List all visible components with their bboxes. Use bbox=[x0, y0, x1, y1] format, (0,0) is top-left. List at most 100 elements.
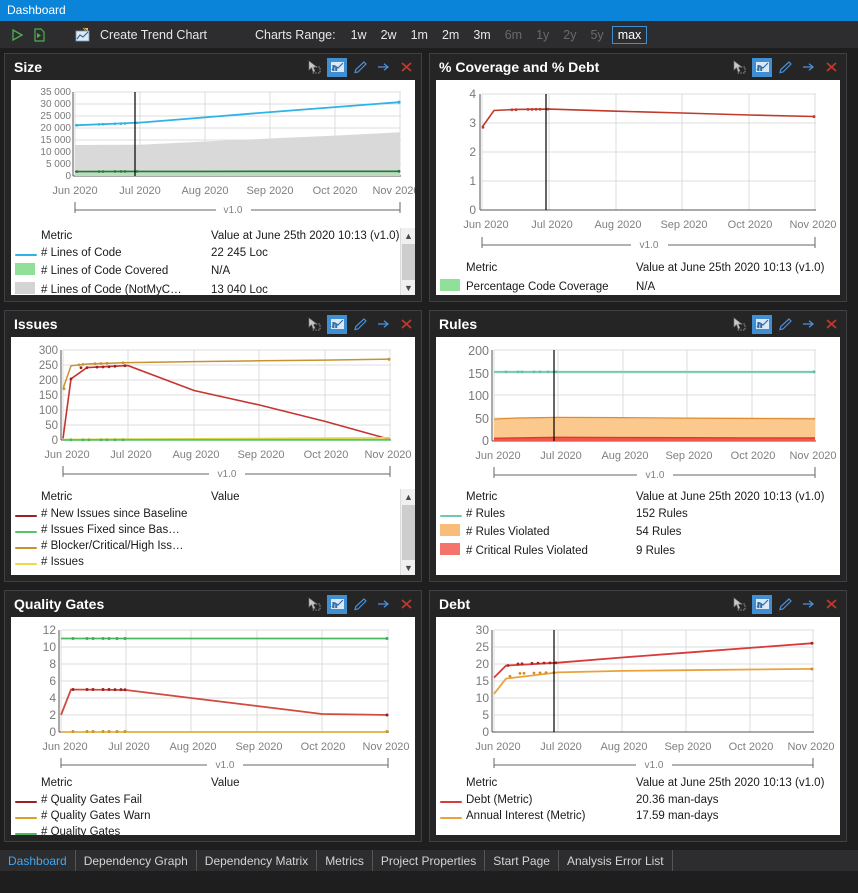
chart-toggle-icon[interactable] bbox=[327, 314, 347, 334]
legend-row[interactable]: Percentage Code Coverage N/A bbox=[436, 277, 840, 295]
panel-issues-header: Issues bbox=[5, 311, 421, 337]
arrow-goto-icon[interactable] bbox=[798, 58, 818, 77]
scroll-down-icon[interactable]: ▼ bbox=[401, 560, 415, 575]
create-trend-chart-button[interactable]: Create Trend Chart bbox=[72, 24, 207, 46]
close-x-icon[interactable] bbox=[821, 315, 841, 334]
legend-row[interactable]: # Issues bbox=[11, 554, 415, 570]
svg-text:20: 20 bbox=[476, 657, 490, 671]
arrow-goto-icon[interactable] bbox=[373, 58, 393, 77]
range-button-1w[interactable]: 1w bbox=[350, 27, 367, 42]
panel-coverage-debt-header: % Coverage and % Debt bbox=[430, 54, 846, 80]
legend-metric-value: N/A bbox=[636, 280, 656, 293]
legend-swatch bbox=[15, 800, 37, 803]
legend-swatch bbox=[440, 524, 460, 536]
legend-row[interactable]: # New Issues since Baseline bbox=[11, 506, 415, 522]
chart-toggle-icon[interactable] bbox=[752, 57, 772, 77]
svg-text:Jun 2020: Jun 2020 bbox=[475, 450, 520, 462]
arrow-goto-icon[interactable] bbox=[798, 315, 818, 334]
legend-row[interactable]: # Blocker/Critical/High Iss… bbox=[11, 538, 415, 554]
legend-metric-value: 17.59 man-days bbox=[636, 810, 719, 822]
cursor-select-icon[interactable] bbox=[304, 595, 324, 614]
tab-project-properties[interactable]: Project Properties bbox=[373, 850, 486, 871]
legend-metric-value bbox=[211, 792, 415, 808]
cursor-select-icon[interactable] bbox=[729, 315, 749, 334]
chart-coverage-debt[interactable]: 4 3 2 1 0 Jun 2020 Jul 2020 bbox=[436, 80, 840, 260]
legend-scrollbar[interactable]: ▲ ▼ bbox=[400, 489, 415, 575]
range-button-max[interactable]: max bbox=[611, 25, 648, 44]
play-icon[interactable] bbox=[6, 24, 28, 46]
chart-quality-gates[interactable]: 12 10 8 6 4 2 0 bbox=[11, 617, 415, 775]
pencil-edit-icon[interactable] bbox=[350, 315, 370, 334]
range-button-1y: 1y bbox=[536, 27, 550, 42]
tab-dependency-graph[interactable]: Dependency Graph bbox=[76, 850, 197, 871]
close-x-icon[interactable] bbox=[821, 58, 841, 77]
tab-dashboard[interactable]: Dashboard bbox=[0, 850, 76, 871]
cursor-select-icon[interactable] bbox=[304, 58, 324, 77]
range-button-2m[interactable]: 2m bbox=[441, 27, 460, 42]
scroll-down-icon[interactable]: ▼ bbox=[401, 280, 415, 295]
svg-text:Sep 2020: Sep 2020 bbox=[237, 449, 284, 461]
chart-toggle-icon[interactable] bbox=[752, 594, 772, 614]
close-x-icon[interactable] bbox=[821, 595, 841, 614]
chart-toggle-icon[interactable] bbox=[327, 57, 347, 77]
legend-swatch bbox=[440, 816, 462, 819]
range-button-2w[interactable]: 2w bbox=[380, 27, 397, 42]
legend-swatch bbox=[15, 546, 37, 549]
legend-row[interactable]: # Lines of Code (NotMyC… 13 040 Loc bbox=[11, 280, 415, 295]
svg-text:15: 15 bbox=[476, 674, 490, 688]
close-x-icon[interactable] bbox=[396, 315, 416, 334]
range-button-3m[interactable]: 3m bbox=[473, 27, 491, 42]
close-x-icon[interactable] bbox=[396, 595, 416, 614]
legend-scrollbar[interactable]: ▲ ▼ bbox=[400, 228, 415, 295]
chart-toggle-icon[interactable] bbox=[327, 594, 347, 614]
range-button-1m[interactable]: 1m bbox=[410, 27, 428, 42]
panel-size: Size bbox=[4, 53, 422, 302]
cursor-select-icon[interactable] bbox=[304, 315, 324, 334]
arrow-goto-icon[interactable] bbox=[373, 595, 393, 614]
svg-text:150: 150 bbox=[468, 367, 489, 381]
svg-text:300: 300 bbox=[39, 345, 58, 357]
chart-debt[interactable]: 30 25 20 15 10 5 0 bbox=[436, 617, 840, 775]
cursor-select-icon[interactable] bbox=[729, 595, 749, 614]
legend-metric-value: 152 Rules bbox=[636, 508, 688, 520]
legend-row[interactable]: # Quality Gates bbox=[11, 824, 415, 835]
cursor-select-icon[interactable] bbox=[729, 58, 749, 77]
chart-toggle-icon[interactable] bbox=[752, 314, 772, 334]
scroll-thumb[interactable] bbox=[402, 505, 415, 561]
pencil-edit-icon[interactable] bbox=[775, 58, 795, 77]
legend-row[interactable]: # Quality Gates Warn bbox=[11, 808, 415, 824]
pencil-edit-icon[interactable] bbox=[775, 595, 795, 614]
tab-metrics[interactable]: Metrics bbox=[317, 850, 373, 871]
close-x-icon[interactable] bbox=[396, 58, 416, 77]
pencil-edit-icon[interactable] bbox=[350, 58, 370, 77]
svg-text:Nov 2020: Nov 2020 bbox=[789, 450, 836, 462]
legend-quality-gates: Metric Value # Quality Gates Fail # Qual… bbox=[11, 775, 415, 835]
tab-start-page[interactable]: Start Page bbox=[485, 850, 559, 871]
legend-row[interactable]: Debt (Metric) 20.36 man-days bbox=[436, 792, 840, 808]
scroll-up-icon[interactable]: ▲ bbox=[401, 228, 415, 243]
svg-text:8: 8 bbox=[49, 657, 56, 671]
legend-row[interactable]: # Critical Rules Violated 9 Rules bbox=[436, 541, 840, 560]
chart-size[interactable]: 35 000 30 000 25 000 20 000 15 000 10 000 5… bbox=[11, 80, 415, 228]
run-export-icon[interactable] bbox=[28, 24, 50, 46]
legend-metric-name: # Lines of Code (NotMyC… bbox=[41, 283, 182, 296]
legend-row[interactable]: # Lines of Code 22 245 Loc bbox=[11, 245, 415, 261]
legend-swatch bbox=[15, 562, 37, 565]
svg-text:250: 250 bbox=[39, 360, 58, 372]
tab-analysis-error-list[interactable]: Analysis Error List bbox=[559, 850, 673, 871]
pencil-edit-icon[interactable] bbox=[775, 315, 795, 334]
legend-row[interactable]: # Rules Violated 54 Rules bbox=[436, 522, 840, 541]
arrow-goto-icon[interactable] bbox=[798, 595, 818, 614]
legend-row[interactable]: # Quality Gates Fail bbox=[11, 792, 415, 808]
scroll-up-icon[interactable]: ▲ bbox=[401, 489, 415, 504]
chart-rules[interactable]: 200 150 100 50 0 bbox=[436, 337, 840, 489]
arrow-goto-icon[interactable] bbox=[373, 315, 393, 334]
legend-row[interactable]: # Rules 152 Rules bbox=[436, 506, 840, 522]
svg-text:Aug 2020: Aug 2020 bbox=[594, 219, 641, 231]
legend-row[interactable]: # Lines of Code Covered N/A bbox=[11, 261, 415, 280]
legend-row[interactable]: # Issues Fixed since Bas… bbox=[11, 522, 415, 538]
tab-dependency-matrix[interactable]: Dependency Matrix bbox=[197, 850, 318, 871]
pencil-edit-icon[interactable] bbox=[350, 595, 370, 614]
legend-row[interactable]: Annual Interest (Metric) 17.59 man-days bbox=[436, 808, 840, 824]
chart-issues[interactable]: 300 250 200 150 100 50 0 bbox=[11, 337, 415, 489]
